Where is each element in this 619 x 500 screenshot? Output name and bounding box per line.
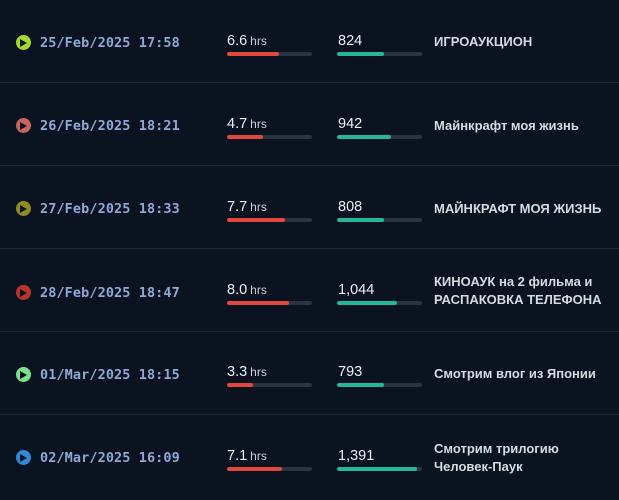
hours-bar-fill — [227, 218, 285, 222]
viewers-value: 793 — [338, 364, 363, 380]
viewers-bar — [337, 467, 422, 471]
viewers-metric: 824 — [338, 32, 362, 50]
hours-bar-fill — [227, 52, 279, 56]
stream-date: 27/Feb/2025 18:33 — [40, 201, 180, 217]
play-icon[interactable] — [16, 35, 31, 50]
stream-row[interactable]: 27/Feb/2025 18:33 7.7 hrs 808 МАЙНКРАФТ М… — [0, 166, 619, 249]
hours-unit: hrs — [250, 365, 267, 379]
hours-unit: hrs — [250, 200, 267, 214]
viewers-metric: 942 — [338, 115, 362, 133]
stream-row[interactable]: 28/Feb/2025 18:47 8.0 hrs 1,044 КИНОАУК н… — [0, 249, 619, 332]
hours-metric: 7.7 hrs — [227, 198, 267, 216]
hours-unit: hrs — [250, 34, 267, 48]
stream-row[interactable]: 26/Feb/2025 18:21 4.7 hrs 942 Майнкрафт м… — [0, 83, 619, 166]
hours-bar — [227, 218, 312, 222]
viewers-value: 1,391 — [338, 448, 375, 464]
stream-date: 26/Feb/2025 18:21 — [40, 118, 180, 134]
stream-date: 02/Mar/2025 16:09 — [40, 450, 180, 466]
viewers-metric: 1,044 — [338, 281, 374, 299]
hours-bar — [227, 383, 312, 387]
stream-title[interactable]: МАЙНКРАФТ МОЯ ЖИЗНЬ — [434, 201, 602, 216]
hours-value: 7.1 — [227, 448, 248, 464]
hours-bar — [227, 135, 312, 139]
play-icon[interactable] — [16, 285, 31, 300]
hours-unit: hrs — [250, 283, 267, 297]
stream-date: 01/Mar/2025 18:15 — [40, 367, 180, 383]
hours-metric: 8.0 hrs — [227, 281, 267, 299]
hours-bar-fill — [227, 383, 253, 387]
viewers-bar-fill — [337, 301, 398, 305]
hours-bar — [227, 467, 312, 471]
viewers-metric: 808 — [338, 198, 362, 216]
viewers-bar — [337, 52, 422, 56]
hours-metric: 7.1 hrs — [227, 447, 267, 465]
hours-metric: 3.3 hrs — [227, 363, 267, 381]
hours-value: 3.3 — [227, 364, 248, 380]
viewers-bar — [337, 218, 422, 222]
viewers-value: 824 — [338, 33, 363, 49]
viewers-bar — [337, 135, 422, 139]
viewers-bar-fill — [337, 218, 384, 222]
hours-value: 6.6 — [227, 33, 248, 49]
hours-metric: 4.7 hrs — [227, 115, 267, 133]
hours-bar — [227, 301, 312, 305]
viewers-bar-fill — [337, 135, 391, 139]
stream-row[interactable]: 25/Feb/2025 17:58 6.6 hrs 824 ИГРОАУКЦИОН — [0, 0, 619, 83]
viewers-bar-fill — [337, 52, 384, 56]
viewers-bar — [337, 301, 422, 305]
hours-bar-fill — [227, 301, 290, 305]
hours-value: 7.7 — [227, 199, 248, 215]
stream-row[interactable]: 01/Mar/2025 18:15 3.3 hrs 793 Смотрим вло… — [0, 332, 619, 415]
viewers-bar-fill — [337, 383, 384, 387]
hours-bar-fill — [227, 135, 263, 139]
stream-title[interactable]: Смотрим влог из Японии — [434, 366, 596, 381]
stream-title[interactable]: ИГРОАУКЦИОН — [434, 34, 533, 49]
play-icon[interactable] — [16, 201, 31, 216]
stream-title[interactable]: Смотрим трилогию Человек-Паук — [434, 441, 559, 474]
viewers-value: 1,044 — [338, 282, 375, 298]
hours-unit: hrs — [250, 117, 267, 131]
viewers-bar — [337, 383, 422, 387]
play-icon[interactable] — [16, 367, 31, 382]
hours-metric: 6.6 hrs — [227, 32, 267, 50]
stream-date: 28/Feb/2025 18:47 — [40, 285, 180, 301]
hours-value: 4.7 — [227, 116, 248, 132]
hours-bar — [227, 52, 312, 56]
play-icon[interactable] — [16, 118, 31, 133]
play-icon[interactable] — [16, 450, 31, 465]
hours-bar-fill — [227, 467, 283, 471]
hours-value: 8.0 — [227, 282, 248, 298]
viewers-bar-fill — [337, 467, 417, 471]
viewers-value: 808 — [338, 199, 363, 215]
hours-unit: hrs — [250, 449, 267, 463]
viewers-value: 942 — [338, 116, 363, 132]
stream-title[interactable]: КИНОАУК на 2 фильма и РАСПАКОВКА ТЕЛЕФОН… — [434, 274, 602, 307]
stream-title[interactable]: Майнкрафт моя жизнь — [434, 118, 579, 133]
viewers-metric: 793 — [338, 363, 362, 381]
stream-row[interactable]: 02/Mar/2025 16:09 7.1 hrs 1,391 Смотрим т… — [0, 415, 619, 500]
viewers-metric: 1,391 — [338, 447, 374, 465]
stream-date: 25/Feb/2025 17:58 — [40, 35, 180, 51]
